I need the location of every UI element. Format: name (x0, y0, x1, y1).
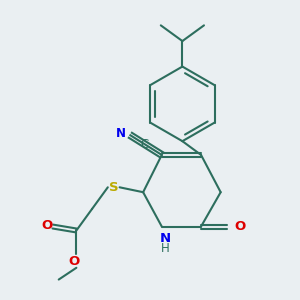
Text: N: N (160, 232, 171, 245)
Text: O: O (41, 219, 52, 232)
Text: O: O (69, 255, 80, 268)
Text: S: S (109, 181, 118, 194)
Text: N: N (116, 127, 125, 140)
Text: O: O (234, 220, 246, 233)
Text: C: C (140, 138, 148, 151)
Text: H: H (161, 242, 170, 255)
